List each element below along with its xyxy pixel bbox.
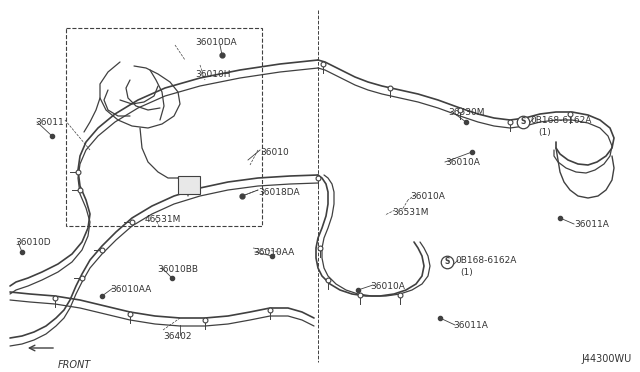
Text: S: S: [520, 118, 525, 126]
Text: 36010H: 36010H: [195, 70, 230, 79]
Text: 0B168-6162A: 0B168-6162A: [530, 116, 591, 125]
Text: FRONT: FRONT: [58, 360, 92, 370]
Text: 36010D: 36010D: [15, 238, 51, 247]
Text: 46531M: 46531M: [145, 215, 181, 224]
Text: 36531M: 36531M: [392, 208, 429, 217]
Text: 36011: 36011: [35, 118, 64, 127]
Text: 36010AA: 36010AA: [253, 248, 294, 257]
Bar: [178, 176, 200, 194]
Text: 36530M: 36530M: [448, 108, 484, 117]
Text: 36018DA: 36018DA: [258, 188, 300, 197]
Text: J44300WU: J44300WU: [582, 354, 632, 364]
Text: 36010DA: 36010DA: [195, 38, 237, 47]
Text: 36011A: 36011A: [453, 321, 488, 330]
Text: 36010: 36010: [260, 148, 289, 157]
Text: 36010A: 36010A: [370, 282, 405, 291]
Text: M: M: [186, 182, 193, 188]
Text: 0B168-6162A: 0B168-6162A: [455, 256, 516, 265]
Text: 36402: 36402: [163, 332, 191, 341]
Text: (1): (1): [460, 268, 473, 277]
Bar: [66, 28, 262, 226]
Text: 36010BB: 36010BB: [157, 265, 198, 274]
Text: (1): (1): [538, 128, 551, 137]
Text: 36010AA: 36010AA: [110, 285, 151, 294]
Text: 36010A: 36010A: [410, 192, 445, 201]
Text: 36011A: 36011A: [574, 220, 609, 229]
Text: S: S: [444, 257, 450, 266]
Text: 36010A: 36010A: [445, 158, 480, 167]
